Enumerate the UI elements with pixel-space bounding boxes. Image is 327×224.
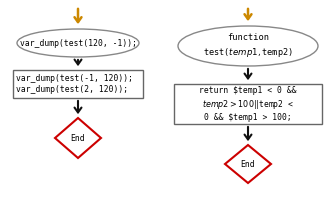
Ellipse shape	[178, 26, 318, 66]
Text: return $temp1 < 0 &&
$temp2 > 100 || $temp2 <
0 && $temp1 > 100;: return $temp1 < 0 && $temp2 > 100 || $te…	[199, 86, 297, 122]
Text: var_dump(test(120, -1));: var_dump(test(120, -1));	[20, 39, 136, 47]
Bar	[174, 84, 322, 124]
Polygon shape	[55, 118, 101, 158]
Text: function
test($temp1, $temp2): function test($temp1, $temp2)	[203, 33, 293, 59]
Bar	[13, 70, 143, 98]
Polygon shape	[225, 145, 271, 183]
Text: End: End	[241, 159, 255, 168]
Text: var_dump(test(-1, 120));
var_dump(test(2, 120));: var_dump(test(-1, 120)); var_dump(test(2…	[16, 74, 133, 94]
Text: End: End	[71, 134, 85, 142]
Ellipse shape	[17, 29, 139, 57]
